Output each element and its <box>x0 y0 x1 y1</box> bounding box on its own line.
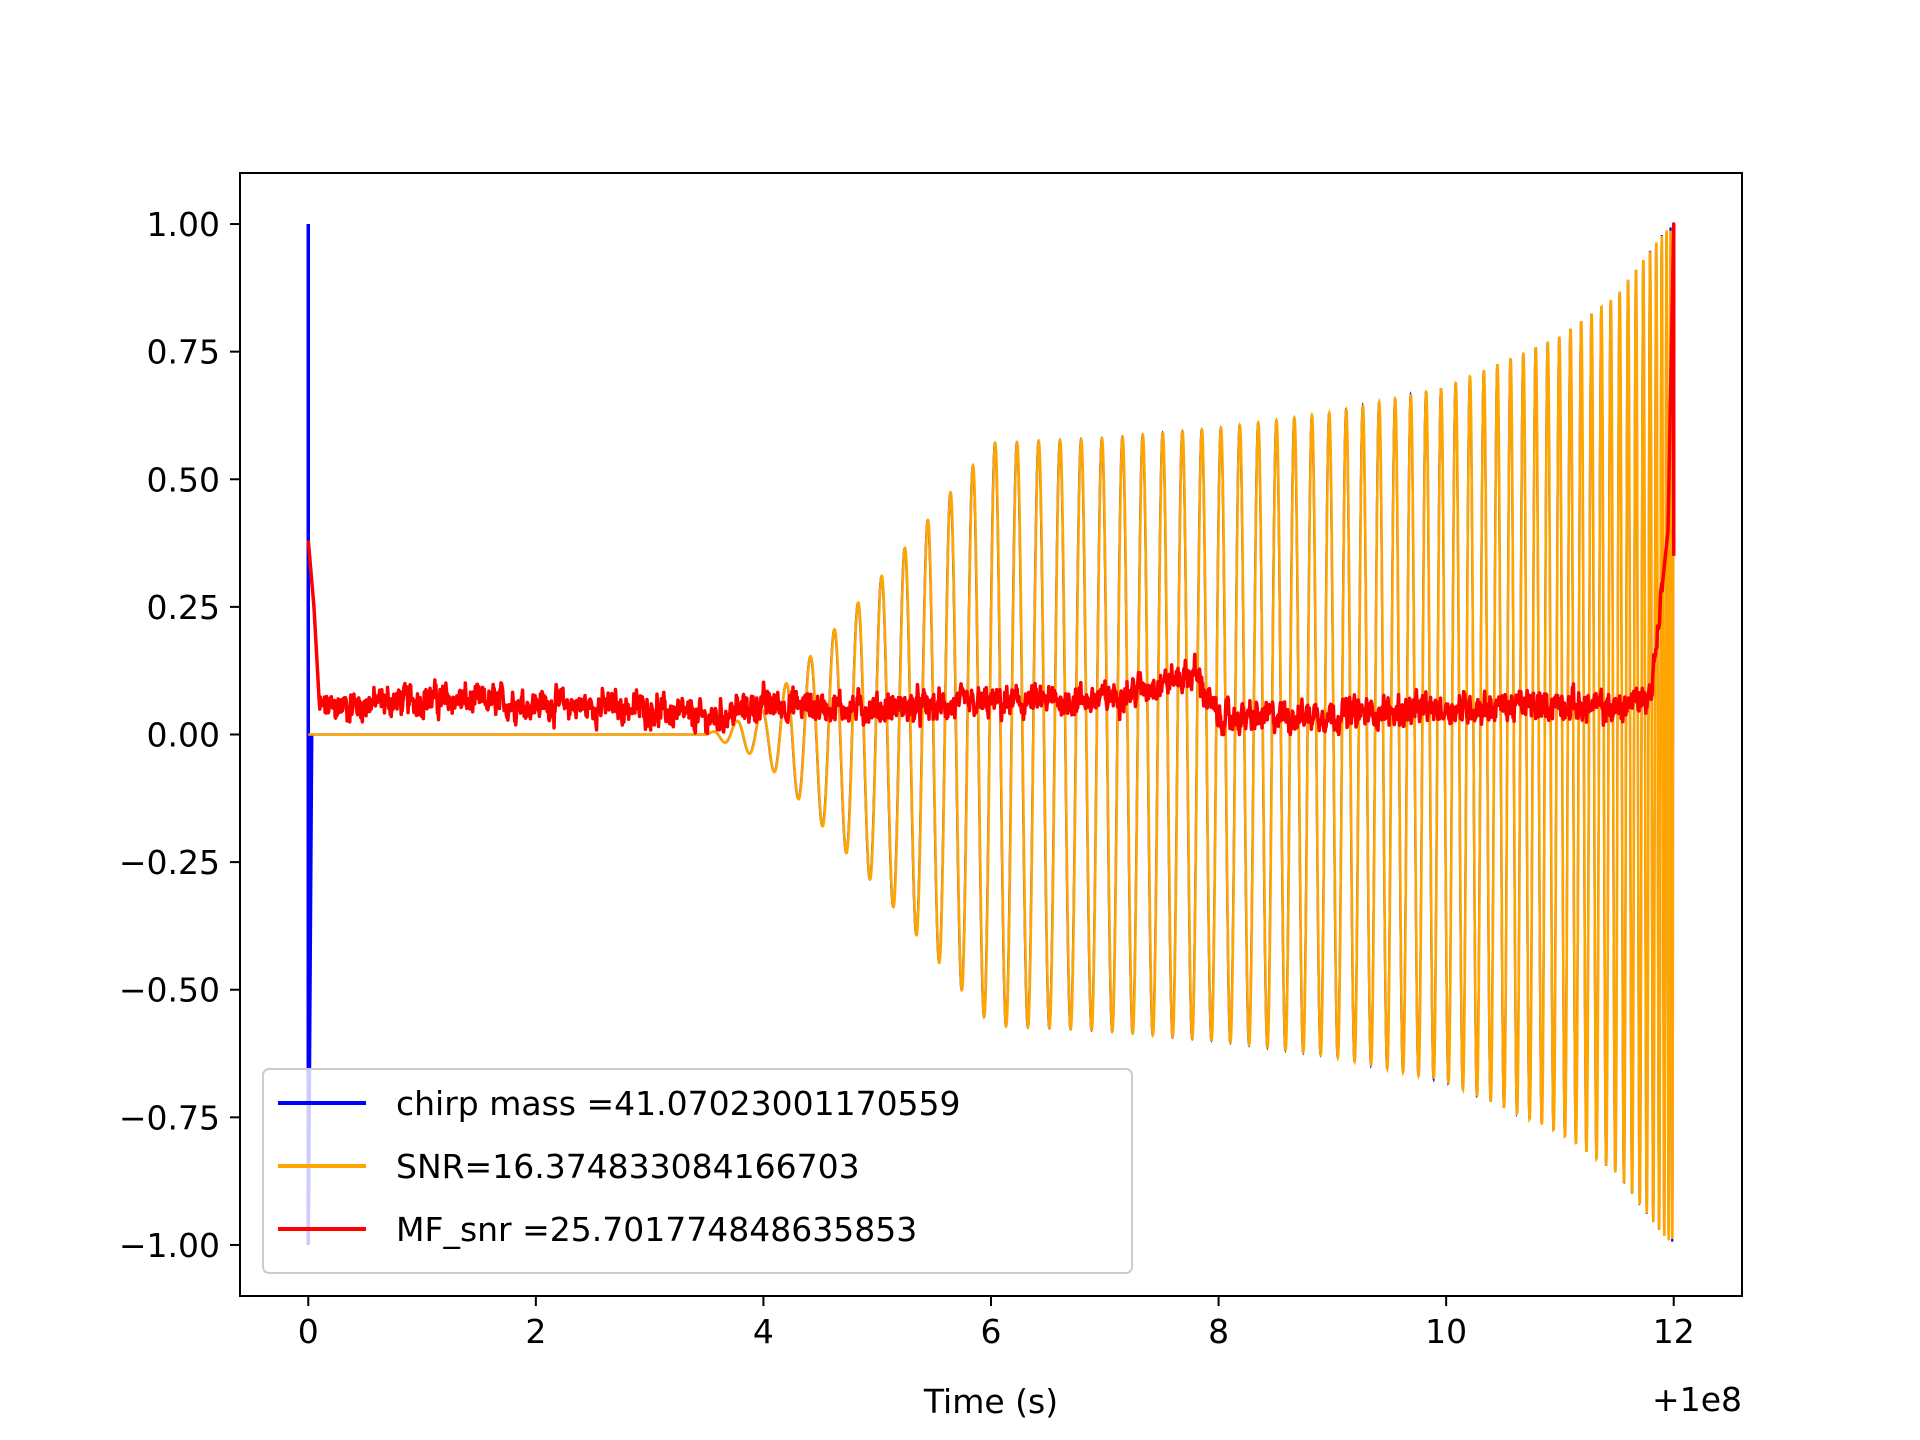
series-line-snr <box>308 224 1676 1241</box>
x-tick-label: 2 <box>525 1312 546 1351</box>
y-tick-label: 0.25 <box>147 588 220 627</box>
x-tick-label: 6 <box>981 1312 1002 1351</box>
x-axis: 0 2 4 6 8 10 12 <box>298 1296 1695 1351</box>
legend-box <box>262 1068 1133 1274</box>
y-tick-label: −0.25 <box>119 843 220 882</box>
y-tick-label: 0.50 <box>147 460 220 499</box>
legend-label-snr: SNR=16.374833084166703 <box>396 1147 860 1186</box>
x-tick-label: 8 <box>1208 1312 1229 1351</box>
x-tick-label: 12 <box>1653 1312 1695 1351</box>
x-axis-label: Time (s) <box>923 1382 1058 1421</box>
y-tick-label: −1.00 <box>119 1226 220 1265</box>
y-tick-label: 0.00 <box>147 716 220 755</box>
x-tick-label: 0 <box>298 1312 319 1351</box>
x-tick-label: 10 <box>1425 1312 1467 1351</box>
series-line-mf-snr <box>306 222 1676 737</box>
x-offset-label: +1e8 <box>1652 1380 1742 1419</box>
legend: chirp mass =41.07023001170559 SNR=16.374… <box>262 1068 1133 1274</box>
y-tick-label: −0.50 <box>119 971 220 1010</box>
legend-label-mf-snr: MF_snr =25.701774848635853 <box>396 1210 917 1249</box>
legend-label-chirp-mass: chirp mass =41.07023001170559 <box>396 1084 961 1123</box>
y-tick-label: −0.75 <box>119 1098 220 1137</box>
x-tick-label: 4 <box>753 1312 774 1351</box>
y-tick-label: 1.00 <box>147 205 220 244</box>
y-tick-label: 0.75 <box>147 333 220 372</box>
y-axis: 1.00 0.75 0.50 0.25 0.00 −0.25 −0.50 −0.75 −1.00 <box>119 205 240 1265</box>
